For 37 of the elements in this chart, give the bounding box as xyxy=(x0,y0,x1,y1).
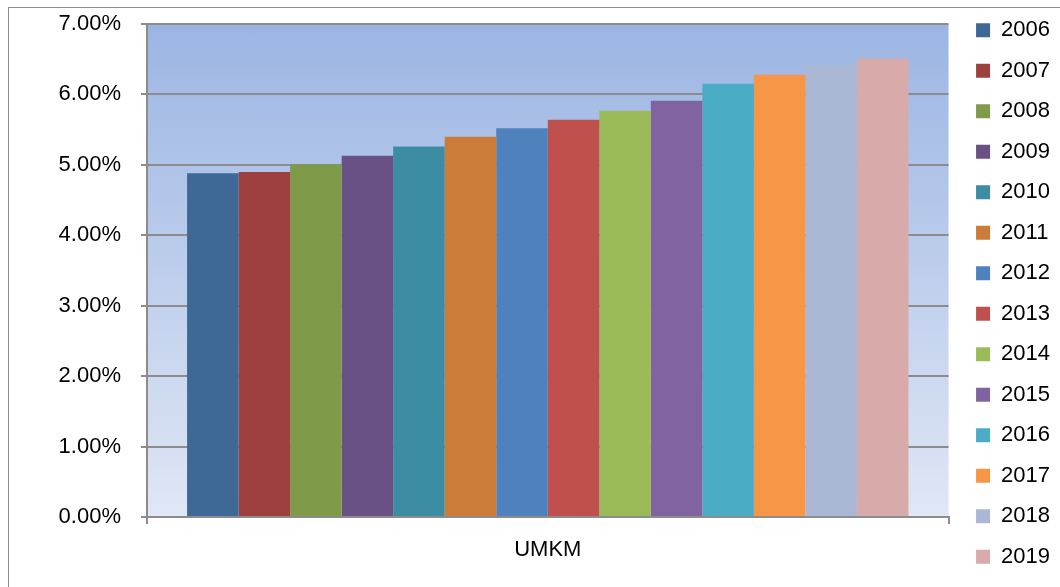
bar xyxy=(856,58,909,516)
legend-label: 2012 xyxy=(1001,259,1051,285)
y-tick-label: 5.00% xyxy=(58,150,121,176)
bar xyxy=(496,128,548,516)
y-tick-label: 3.00% xyxy=(58,291,121,317)
bar xyxy=(187,173,239,516)
legend-label: 2011 xyxy=(1001,218,1049,244)
y-tick-label: 2.00% xyxy=(58,362,121,388)
bar xyxy=(444,136,497,516)
legend-label: 2019 xyxy=(1001,542,1051,568)
bar xyxy=(341,155,394,516)
legend-label: 2017 xyxy=(1001,461,1051,487)
legend-label: 2015 xyxy=(1001,380,1051,406)
legend-label: 2006 xyxy=(1001,16,1051,42)
bar xyxy=(650,100,703,516)
legend-label: 2010 xyxy=(1001,178,1051,204)
bar xyxy=(599,110,651,516)
legend-label: 2014 xyxy=(1001,340,1051,366)
y-tick-label: 1.00% xyxy=(58,432,121,458)
legend-label: 2013 xyxy=(1001,299,1051,325)
y-tick-label: 6.00% xyxy=(58,80,121,106)
y-tick-label: 7.00% xyxy=(58,10,121,36)
legend-label: 2018 xyxy=(1001,502,1051,528)
bar xyxy=(547,119,600,516)
bar xyxy=(753,74,806,516)
bar xyxy=(238,171,291,516)
legend-label: 2008 xyxy=(1001,97,1051,123)
x-tick-label: UMKM xyxy=(514,536,582,562)
legend-label: 2016 xyxy=(1001,421,1051,447)
bar xyxy=(393,146,445,516)
legend-label: 2009 xyxy=(1001,137,1051,163)
y-tick-label: 4.00% xyxy=(58,221,121,247)
bar xyxy=(702,83,754,516)
y-tick-label: 0.00% xyxy=(58,503,121,529)
bar xyxy=(805,65,857,516)
bar xyxy=(290,164,342,516)
legend-label: 2007 xyxy=(1001,56,1051,82)
